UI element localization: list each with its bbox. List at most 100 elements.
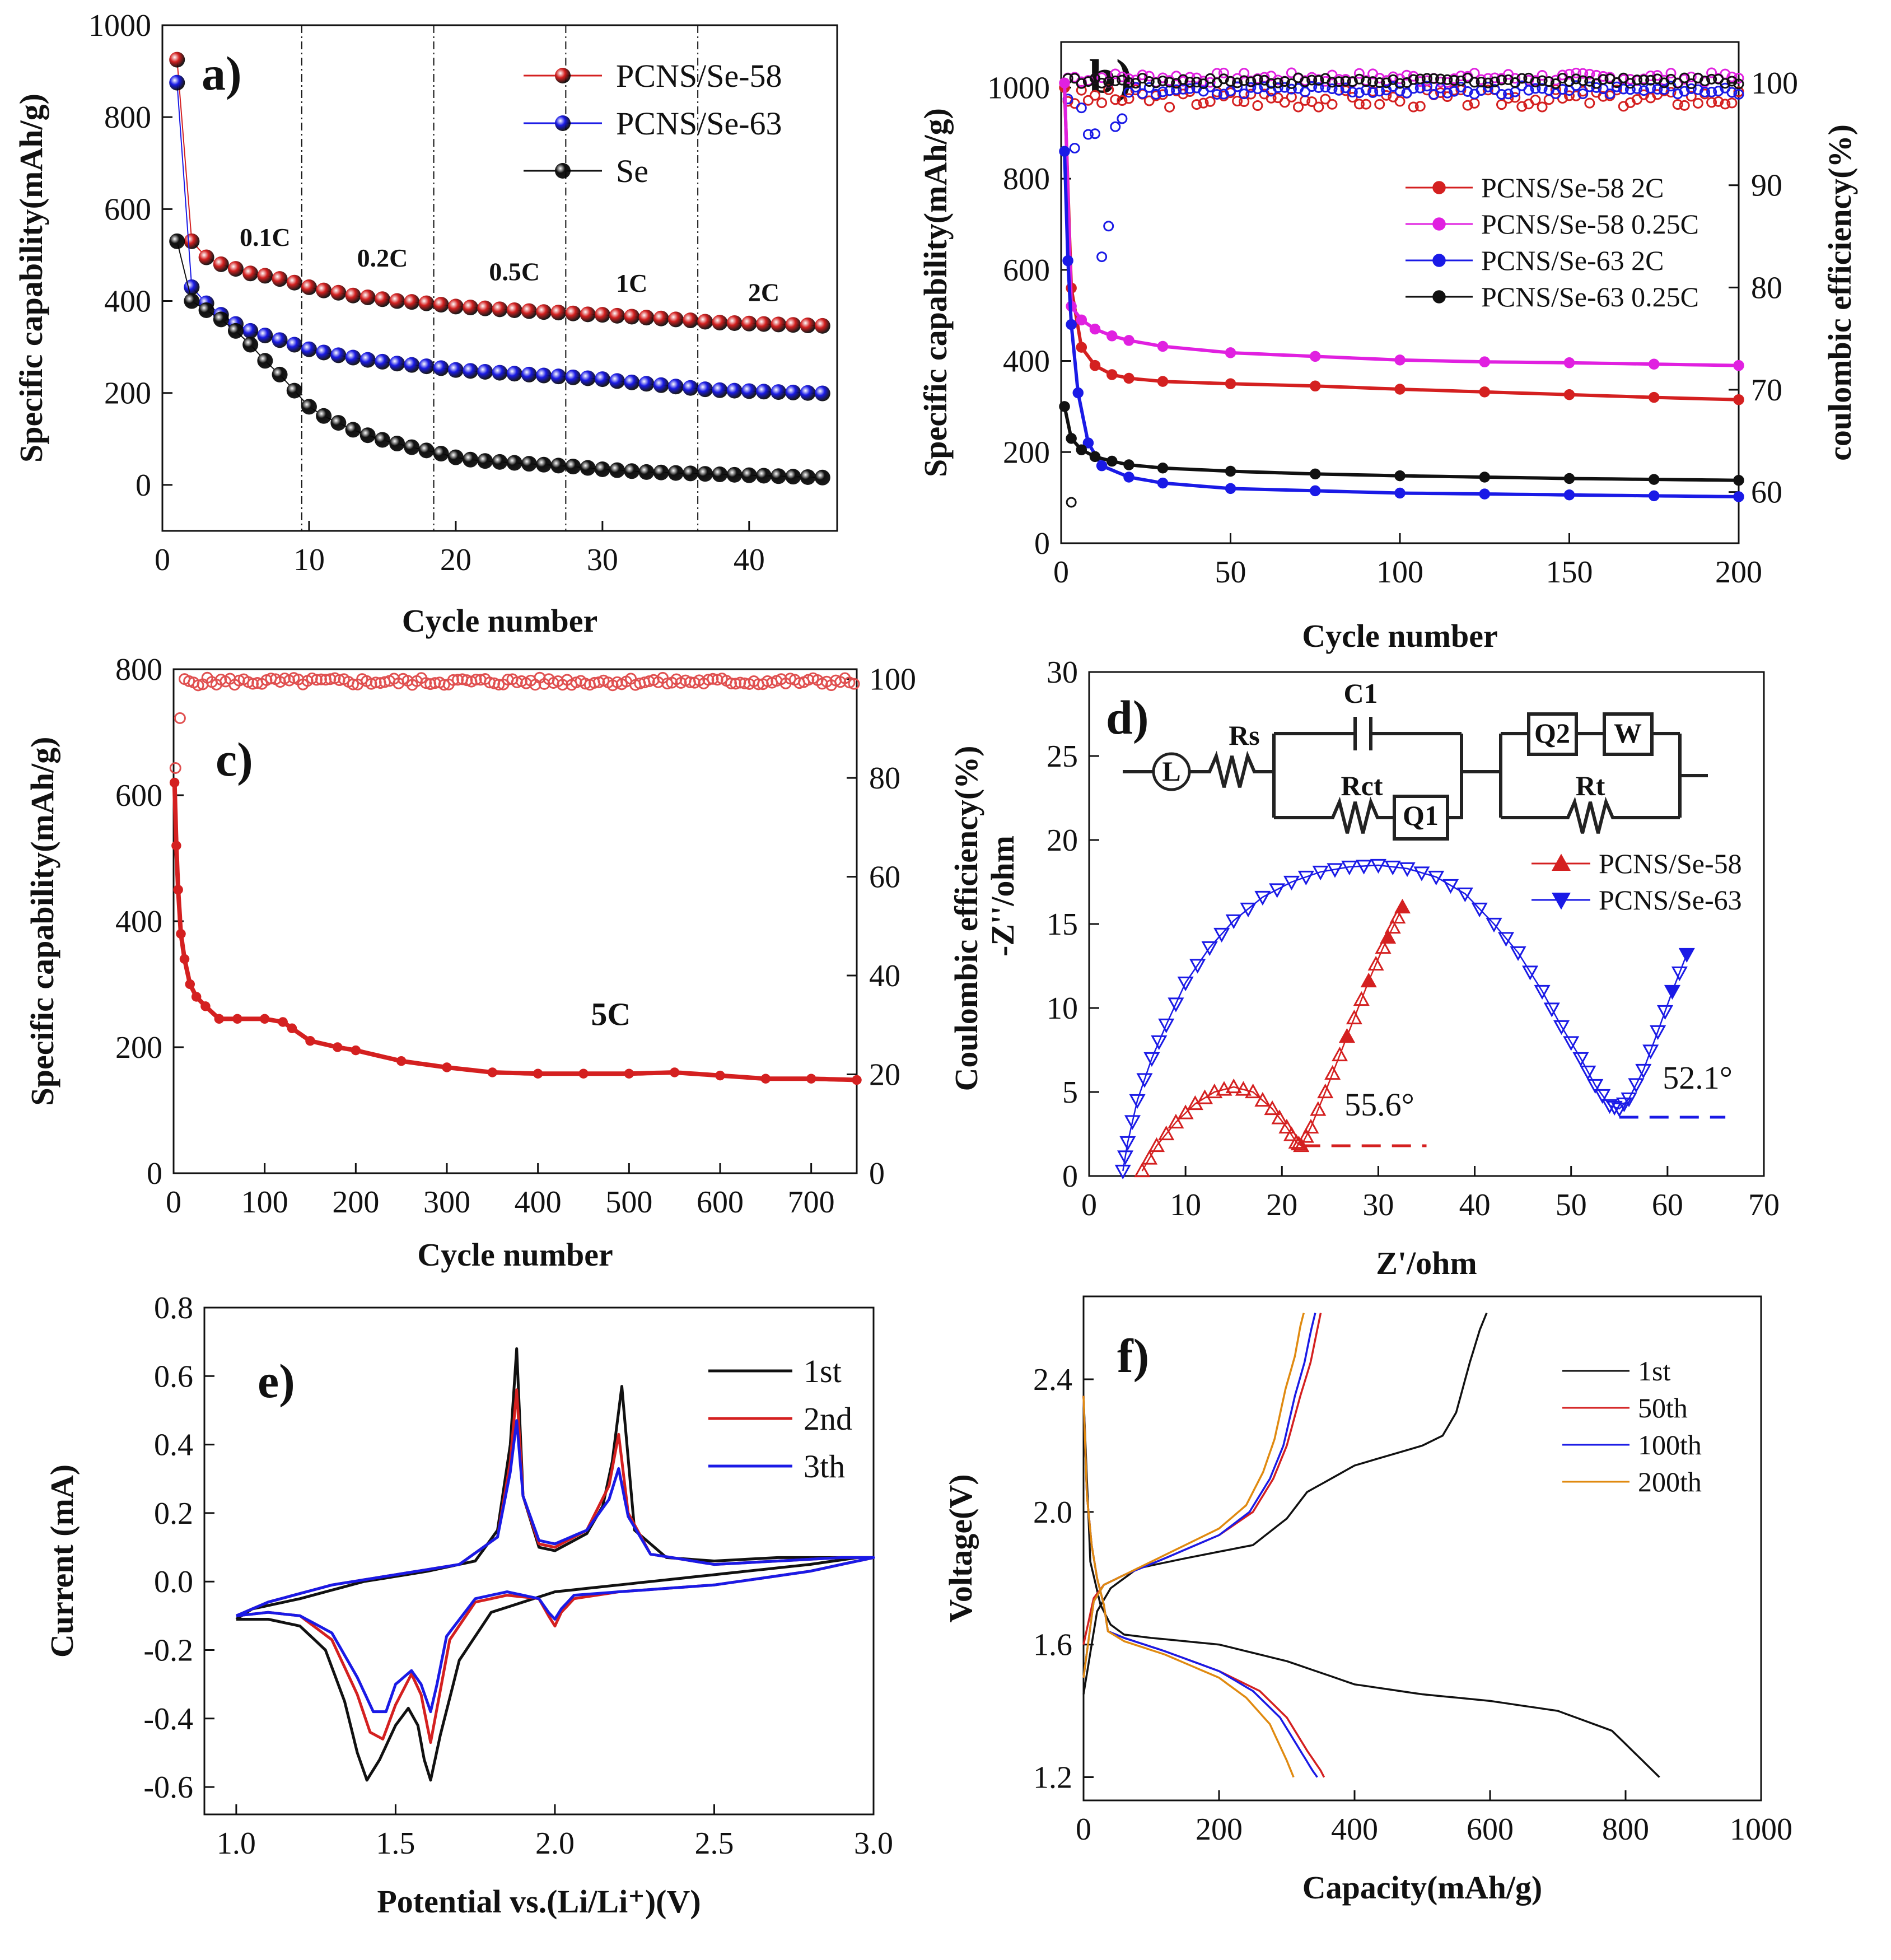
- y-tick-label: 0.2: [154, 1496, 193, 1531]
- ce-marker: [1300, 86, 1311, 97]
- ce-marker: [730, 678, 742, 690]
- data-point: [1225, 347, 1236, 358]
- data-point: [1338, 1028, 1356, 1043]
- panel-label-a: a): [202, 46, 242, 100]
- data-point-Se: [301, 399, 317, 415]
- circuit-label: W: [1614, 717, 1642, 749]
- ce-marker: [848, 678, 860, 690]
- data-point-Se: [477, 453, 493, 469]
- rate-label: 0.2C: [357, 244, 408, 272]
- panel-e: 1.0 1.5 2.0 2.5 3.0 -0.6 -0.4 -0.2 0.0 0.2 0.4 0.6 0…: [44, 1291, 893, 1920]
- data-point: [533, 1068, 543, 1079]
- y-tick-label: 800: [104, 100, 151, 135]
- ce-marker: [1442, 74, 1453, 85]
- data-point: [1497, 932, 1515, 947]
- data-point: [1394, 898, 1411, 914]
- ce-marker: [1239, 88, 1250, 100]
- ce-marker: [1333, 76, 1344, 87]
- data-point-Se: [447, 449, 464, 465]
- data-point: [1106, 330, 1118, 342]
- data-point-Se: [198, 302, 214, 318]
- data-point: [1089, 360, 1101, 371]
- y-tick-label: 0.4: [154, 1428, 193, 1463]
- ce-marker: [310, 674, 323, 686]
- data-point: [351, 1045, 361, 1056]
- ce-marker: [1726, 97, 1738, 109]
- ce-marker: [447, 674, 459, 686]
- data-point: [176, 928, 186, 939]
- data-point: [1563, 357, 1575, 368]
- data-point-PCNS/Se-63: [418, 358, 435, 375]
- data-point: [1399, 862, 1416, 878]
- data-point: [1216, 1081, 1232, 1096]
- panel-f-frame: [1082, 1295, 1762, 1802]
- ce-marker: [1706, 67, 1717, 78]
- data-point: [1177, 976, 1194, 992]
- data-point: [1356, 860, 1372, 875]
- y-axis-title: Voltage(V): [942, 1474, 979, 1622]
- data-point: [1380, 928, 1397, 944]
- data-point: [1353, 991, 1370, 1006]
- ce-marker: [1117, 95, 1128, 106]
- ce-marker: [1672, 99, 1683, 110]
- ce-marker: [1638, 74, 1650, 86]
- data-point: [715, 1070, 725, 1081]
- x-tick-label: 50: [1556, 1188, 1587, 1222]
- legend-label: 3th: [804, 1448, 845, 1485]
- y-tick-label: 600: [104, 192, 151, 227]
- data-point: [1119, 1136, 1136, 1151]
- data-point: [1290, 1135, 1307, 1151]
- ce-marker: [579, 678, 591, 690]
- data-point: [1486, 917, 1502, 933]
- data-point-PCNS/Se-58: [359, 289, 376, 305]
- data-point-Se: [330, 415, 347, 431]
- data-point-Se: [359, 427, 376, 444]
- ce-marker: [1598, 71, 1609, 82]
- x-tick-label: 400: [515, 1185, 562, 1220]
- data-point: [1587, 1079, 1604, 1094]
- data-point-PCNS/Se-58: [800, 318, 816, 334]
- ce-marker: [1347, 76, 1358, 87]
- ce-marker: [1090, 128, 1100, 139]
- data-point: [1106, 455, 1118, 467]
- ce-marker: [1353, 99, 1365, 110]
- ce-marker: [169, 762, 181, 774]
- ce-marker: [347, 678, 359, 690]
- panel-e-frame: [203, 1306, 875, 1816]
- data-point-Se: [683, 465, 699, 482]
- data-point-PCNS/Se-63: [814, 385, 830, 402]
- ce-marker: [1685, 83, 1697, 94]
- circuit-label: Q1: [1403, 800, 1439, 831]
- data-point-PCNS/Se-58: [463, 300, 479, 316]
- data-point: [1635, 1063, 1652, 1079]
- data-point-Se: [536, 456, 552, 473]
- ce-marker: [1130, 78, 1141, 89]
- ce-marker: [1482, 81, 1493, 92]
- ce-marker: [1313, 74, 1324, 86]
- rate-label: 0.5C: [489, 258, 540, 286]
- y-tick-label: -0.2: [143, 1633, 193, 1668]
- y-tick-label: 1000: [88, 8, 151, 43]
- ce-marker: [1618, 72, 1629, 83]
- data-point: [442, 1062, 452, 1072]
- ce-marker: [1143, 71, 1155, 82]
- data-point-PCNS/Se-63: [638, 376, 655, 392]
- ce-marker: [1638, 85, 1650, 96]
- data-point-Se: [726, 466, 743, 483]
- data-point: [333, 1042, 343, 1052]
- ce-marker: [1353, 68, 1365, 79]
- circuit-label: C1: [1343, 678, 1378, 709]
- data-point: [1059, 146, 1070, 157]
- ce-marker: [1726, 87, 1738, 98]
- ce-marker: [1530, 83, 1541, 94]
- data-point-PCNS/Se-63: [771, 384, 787, 400]
- legend-marker: [555, 68, 571, 83]
- equivalent-circuit: [1123, 712, 1708, 841]
- circuit-label: Rs: [1229, 720, 1260, 751]
- ce-marker: [1692, 97, 1703, 109]
- data-point: [1370, 858, 1386, 874]
- ce-marker: [1090, 90, 1100, 101]
- data-point: [214, 1014, 225, 1024]
- data-point: [1621, 1092, 1637, 1108]
- y-tick-label: 800: [115, 652, 162, 687]
